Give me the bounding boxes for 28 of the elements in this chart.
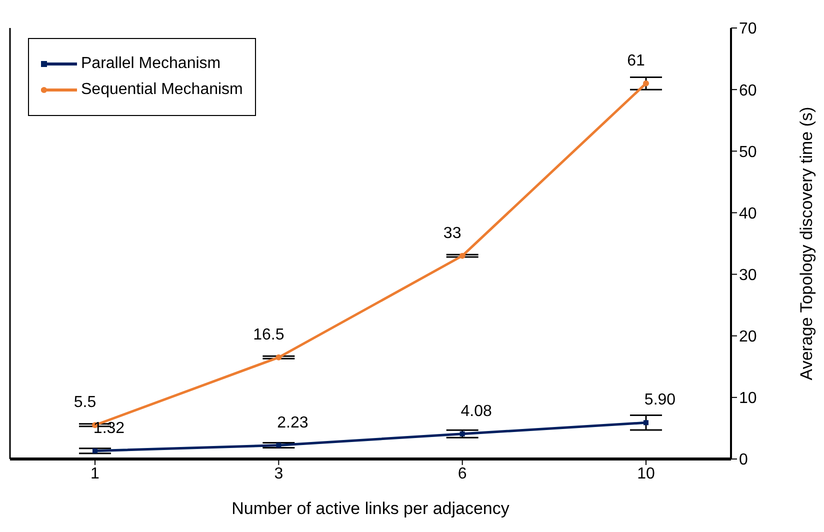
y-tick-label: 0 — [739, 452, 748, 469]
y-tick-label: 70 — [739, 20, 757, 38]
data-label: 5.5 — [74, 394, 96, 412]
y-axis-title: Average Topology discovery time (s) — [797, 106, 816, 380]
data-label: 5.90 — [644, 392, 676, 409]
x-tick-label: 6 — [458, 465, 467, 482]
y-tick-label: 10 — [739, 390, 757, 408]
data-label: 4.08 — [460, 402, 492, 420]
y-tick-label: 30 — [739, 266, 757, 284]
point — [644, 420, 648, 426]
legend-label: Parallel Mechanism — [81, 55, 221, 73]
legend-label: Sequential Mechanism — [81, 81, 243, 99]
data-label: 61 — [627, 52, 645, 70]
y-tick-label: 40 — [739, 205, 757, 222]
x-tick-label: 1 — [90, 465, 100, 482]
x-tick-label: 10 — [637, 465, 655, 482]
y-tick-label: 20 — [739, 328, 757, 346]
data-label: 16.5 — [253, 326, 284, 344]
x-tick-label: 3 — [274, 465, 284, 482]
y-tick-label: 60 — [739, 82, 757, 100]
data-label: 33 — [443, 224, 462, 242]
y-tick-label: 50 — [739, 144, 757, 161]
point — [459, 252, 466, 259]
point — [276, 354, 282, 360]
data-label: 2.23 — [277, 414, 308, 432]
data-label: 1.32 — [93, 420, 125, 437]
point — [643, 80, 649, 86]
x-axis-title: Number of active links per adjacency — [232, 499, 510, 518]
